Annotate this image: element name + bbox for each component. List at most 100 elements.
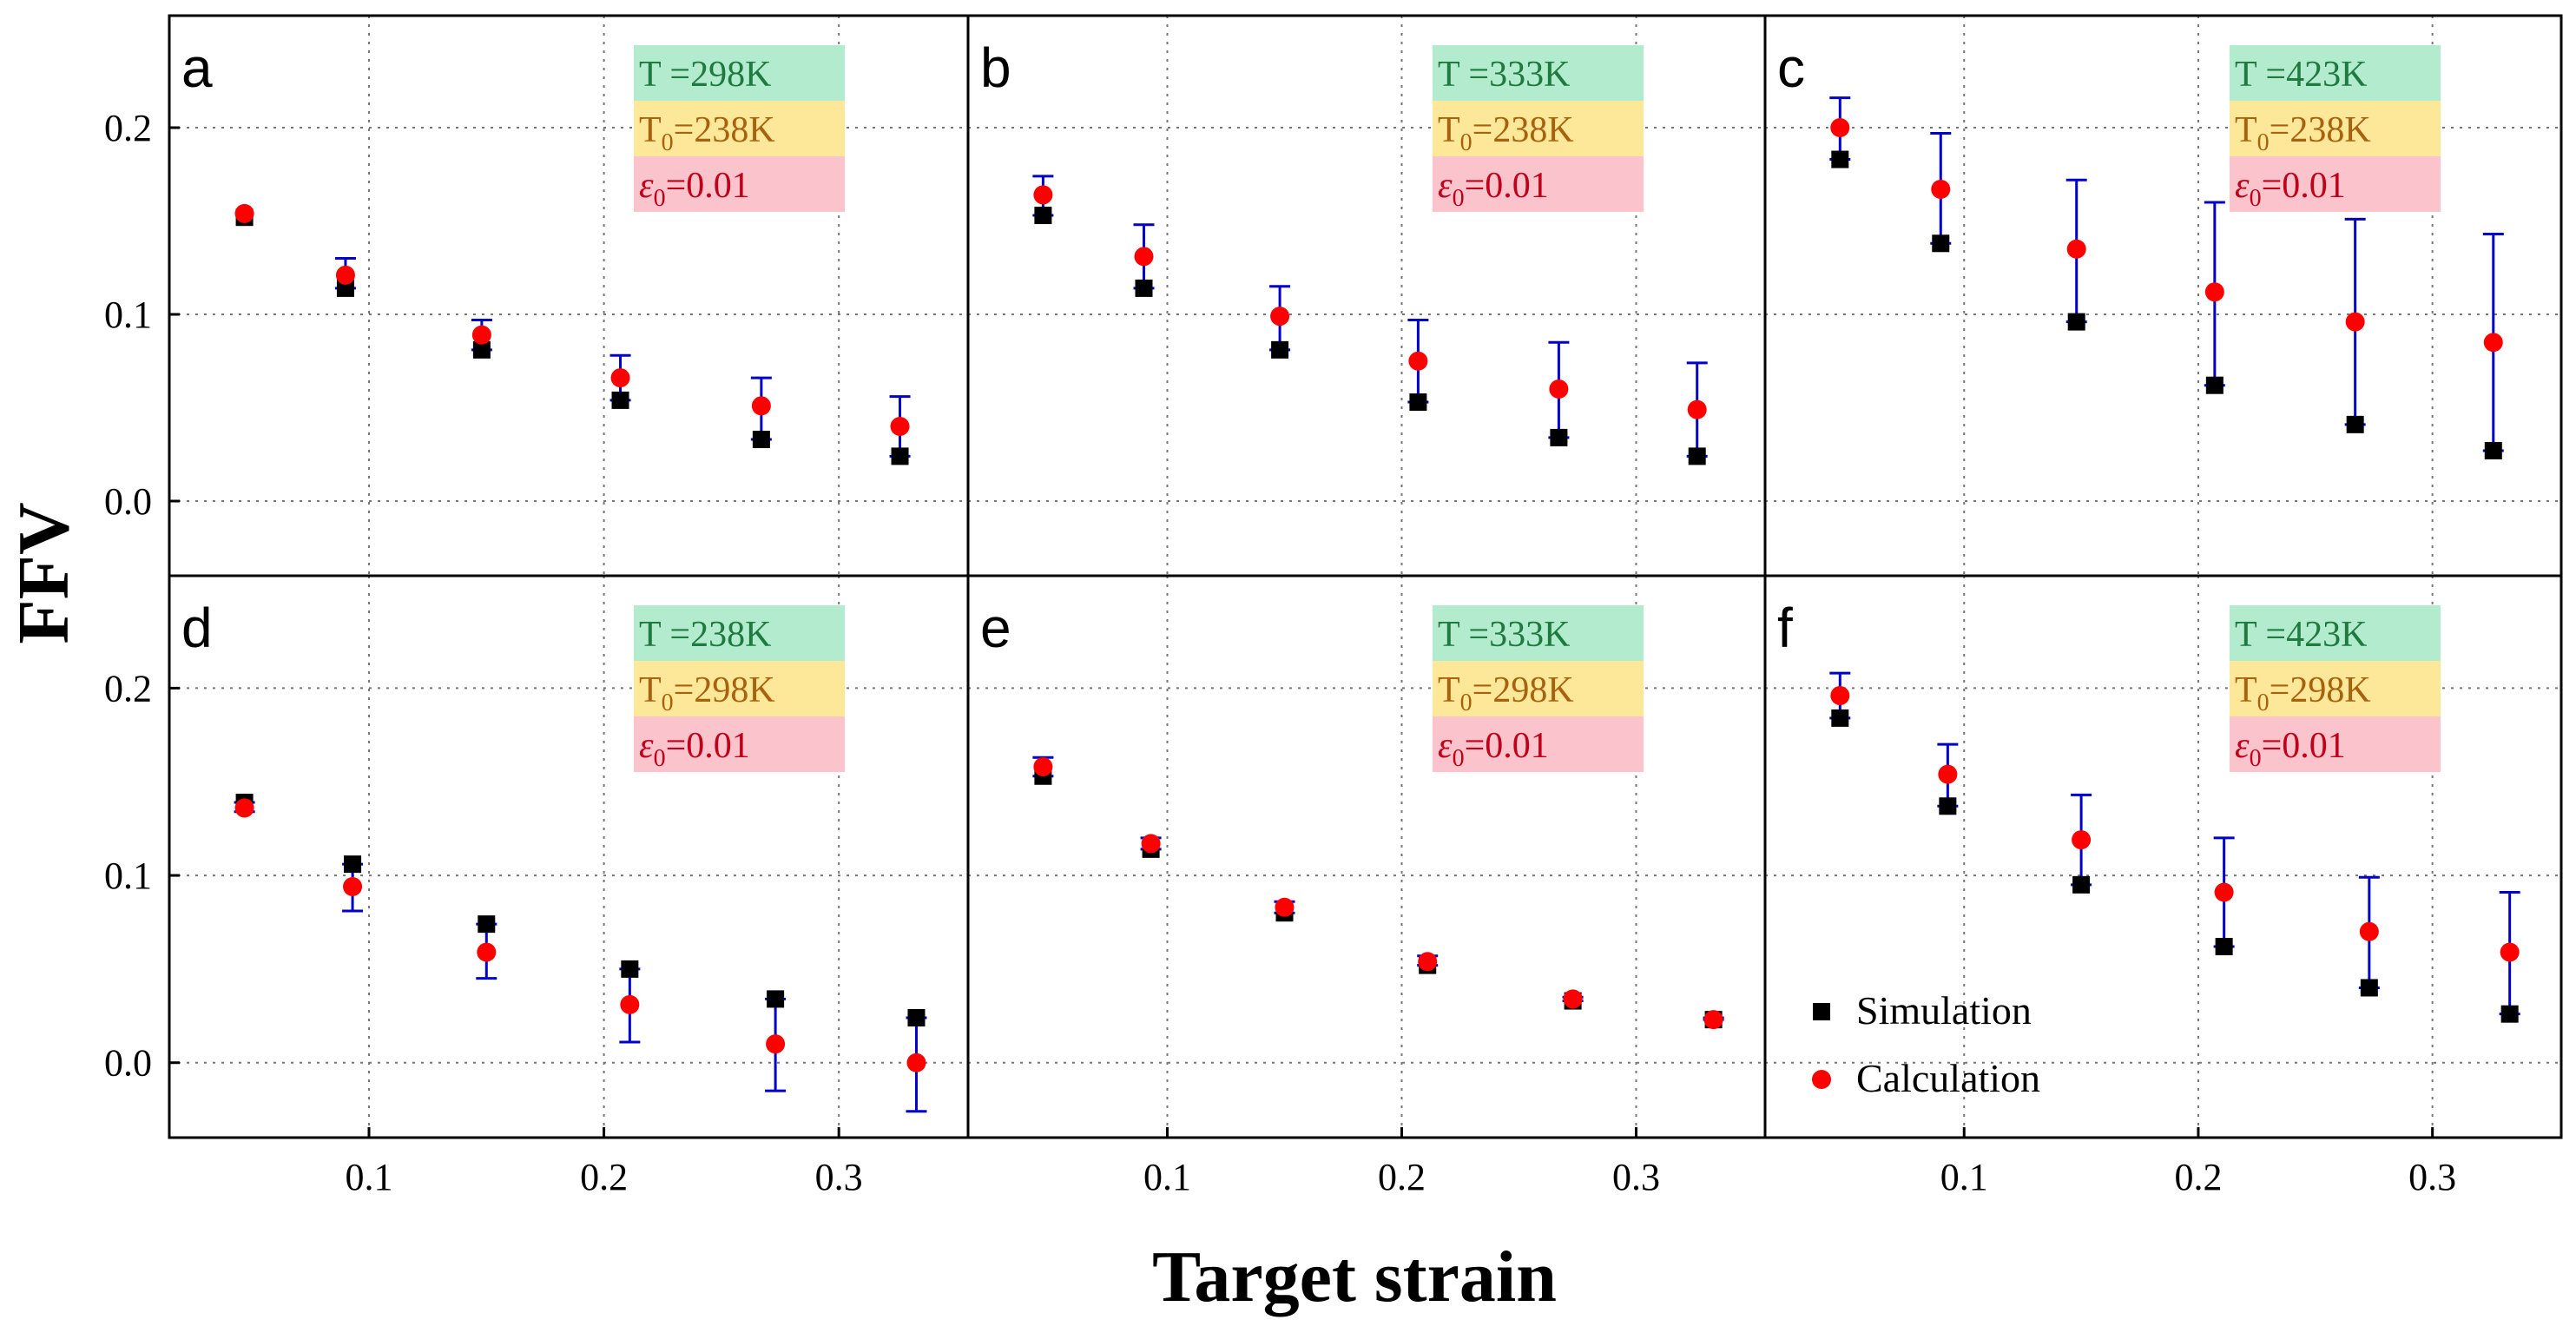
calculation-point [1141,834,1161,854]
strain-rate-subscript: 0 [654,185,666,212]
temperature-label: T =333K [1438,55,1570,95]
panel-letter: e [980,597,1011,659]
calculation-point [890,417,910,436]
reference-temperature-symbol: T [2235,110,2257,150]
panel-letter: f [1777,597,1793,659]
temperature-label: T =238K [639,615,771,655]
calculation-point [1563,989,1583,1009]
strain-rate-value: =0.01 [666,726,750,766]
strain-rate-value: =0.01 [2262,726,2346,766]
temperature-label: T =423K [2235,615,2367,655]
strain-rate-subscript: 0 [654,745,666,772]
reference-temperature-box [2230,101,2441,156]
x-axis-label: Target strain [1152,1237,1557,1317]
calculation-point [766,1034,786,1054]
strain-rate-value: =0.01 [1465,726,1549,766]
calculation-point [2483,333,2503,353]
strain-rate-box [634,716,845,772]
simulation-point [2215,938,2233,956]
strain-rate-symbol: ε [2235,726,2250,766]
legend-calculation-marker [1812,1070,1831,1089]
simulation-point [1409,393,1427,412]
reference-temperature-label: T0=298K [1438,670,1574,716]
strain-rate-value: =0.01 [2262,166,2346,206]
x-tick-label: 0.2 [1378,1156,1426,1198]
temperature-box [1433,605,1644,661]
simulation-point [336,279,354,297]
legend-simulation-marker [1813,1003,1830,1020]
calculation-point [2066,239,2086,259]
strain-rate-label: ε0=0.01 [639,166,750,212]
temperature-box [2230,45,2441,101]
reference-temperature-symbol: T [639,110,662,150]
reference-temperature-value: =238K [1472,110,1574,150]
calculation-point [1134,247,1154,267]
simulation-point [2484,441,2502,459]
strain-rate-subscript: 0 [2250,185,2262,212]
calculation-point [1270,307,1290,327]
calculation-point [1033,756,1053,776]
y-tick-label: 0.2 [104,107,152,149]
calculation-point [1830,118,1850,137]
reference-temperature-symbol: T [1438,670,1460,710]
reference-temperature-symbol: T [639,670,662,710]
reference-temperature-box [2230,661,2441,716]
calculation-point [751,396,771,416]
calculation-point [1549,379,1569,399]
x-tick-label: 0.1 [1940,1156,1988,1198]
simulation-point [767,990,785,1008]
x-tick-label: 0.3 [2408,1156,2456,1198]
simulation-point [752,431,770,449]
panel-f: 0.1 0.2 0.3f T =423KT0=298Kε0=0.01Simulatio… [1763,574,2563,1198]
panel-frame [168,14,970,577]
calculation-point [2345,312,2365,332]
calculation-point [471,325,491,345]
strain-rate-label: ε0=0.01 [1438,726,1549,772]
reference-temperature-label: T0=298K [2235,670,2371,716]
panel-letter: a [181,36,213,99]
strain-rate-label: ε0=0.01 [1438,166,1549,212]
simulation-point [1271,340,1289,359]
calculation-point [1408,351,1428,371]
reference-temperature-value: =298K [674,670,775,710]
reference-temperature-subscript: 0 [1460,129,1472,156]
legend-simulation-label: Simulation [1856,988,2032,1033]
reference-temperature-box [634,661,845,716]
calculation-point [335,265,355,285]
strain-rate-subscript: 0 [1453,185,1465,212]
strain-rate-box [634,156,845,212]
reference-temperature-label: T0=238K [639,110,775,156]
simulation-point [611,391,629,409]
temperature-box [1433,45,1644,101]
simulation-point [1939,797,1957,815]
calculation-point [343,877,363,897]
calculation-point [620,994,640,1014]
simulation-point [621,960,639,978]
panel-frame [966,14,1767,577]
y-tick-label: 0.0 [104,480,152,523]
calculation-point [1938,764,1958,784]
calculation-point [2359,921,2379,941]
reference-temperature-subscript: 0 [2257,129,2270,156]
simulation-point [907,1008,926,1026]
calculation-point [477,942,497,962]
x-tick-label: 0.1 [346,1156,393,1198]
reference-temperature-subscript: 0 [662,690,674,716]
reference-temperature-value: =238K [674,110,775,150]
panel-frame [1763,574,2563,1139]
reference-temperature-label: T0=238K [1438,110,1574,156]
strain-rate-subscript: 0 [1453,745,1465,772]
x-tick-label: 0.3 [815,1156,863,1198]
reference-temperature-box [634,101,845,156]
calculation-point [2204,282,2224,302]
simulation-point [1831,150,1849,168]
panel-frame [966,574,1767,1139]
reference-temperature-value: =238K [2270,110,2371,150]
strain-rate-box [1433,716,1644,772]
strain-rate-value: =0.01 [666,166,750,206]
temperature-box [634,605,845,661]
